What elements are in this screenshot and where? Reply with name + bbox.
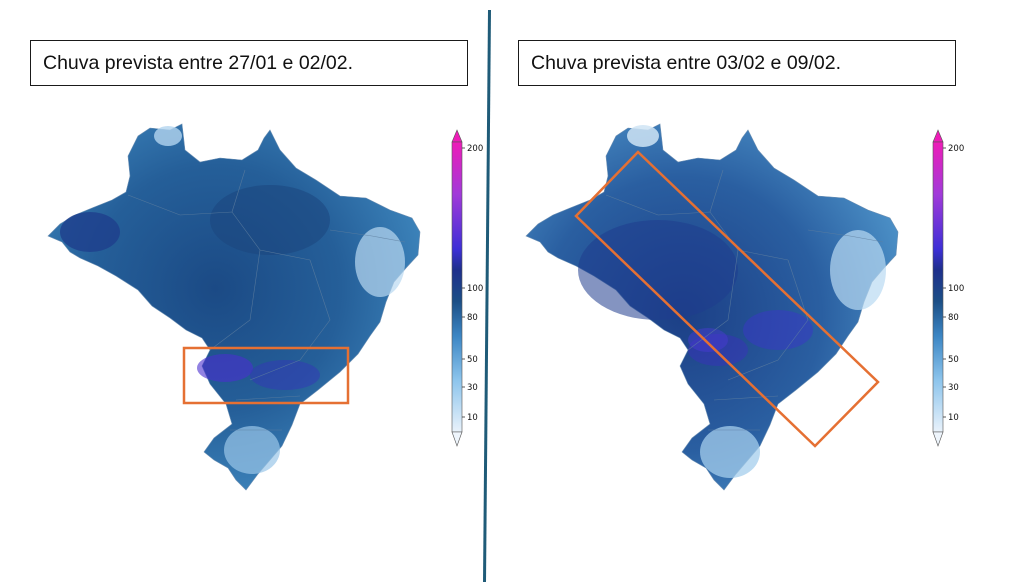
right-highlight-box	[574, 150, 880, 448]
left-highlight-box	[182, 346, 350, 405]
right-colorbar: 200 100 80 50 30 10	[932, 129, 964, 447]
left-tick-80: 80	[467, 313, 478, 323]
right-tick-100: 100	[948, 284, 964, 294]
right-tick-50: 50	[948, 355, 959, 365]
left-rain-map	[47, 123, 421, 491]
right-tick-80: 80	[948, 313, 959, 323]
right-rain-map	[525, 123, 899, 491]
left-colorbar: 200 100 80 50 30 10	[451, 129, 483, 447]
left-tick-100: 100	[467, 284, 483, 294]
left-panel-title: Chuva prevista entre 27/01 e 02/02.	[30, 40, 468, 86]
right-tick-200: 200	[948, 144, 964, 154]
right-panel-title: Chuva prevista entre 03/02 e 09/02.	[518, 40, 956, 86]
left-tick-30: 30	[467, 383, 478, 393]
left-tick-200: 200	[467, 144, 483, 154]
left-tick-50: 50	[467, 355, 478, 365]
right-tick-30: 30	[948, 383, 959, 393]
left-tick-10: 10	[467, 413, 478, 423]
right-tick-10: 10	[948, 413, 959, 423]
